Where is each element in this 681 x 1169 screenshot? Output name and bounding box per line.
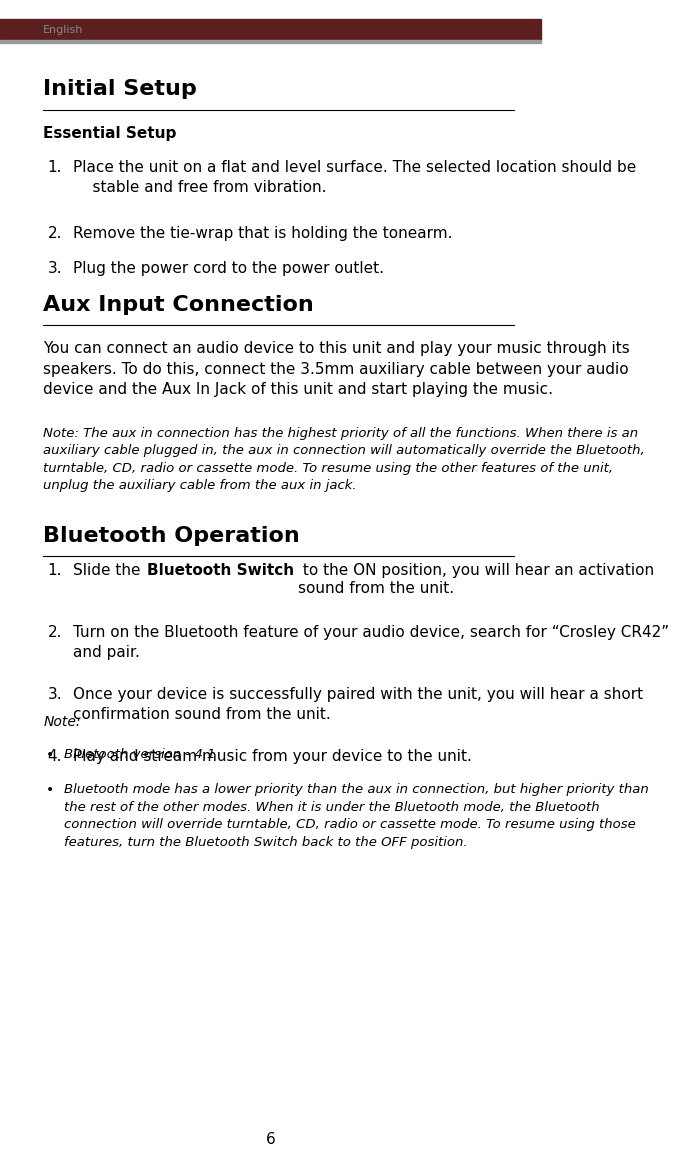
Text: Bluetooth mode has a lower priority than the aux in connection, but higher prior: Bluetooth mode has a lower priority than… xyxy=(64,783,648,849)
Text: You can connect an audio device to this unit and play your music through its
spe: You can connect an audio device to this … xyxy=(44,341,630,397)
Text: Initial Setup: Initial Setup xyxy=(44,79,197,99)
Text: Place the unit on a flat and level surface. The selected location should be
    : Place the unit on a flat and level surfa… xyxy=(73,160,636,195)
Text: 3.: 3. xyxy=(48,687,62,703)
Text: Aux Input Connection: Aux Input Connection xyxy=(44,295,314,314)
Text: Note: The aux in connection has the highest priority of all the functions. When : Note: The aux in connection has the high… xyxy=(44,427,645,492)
Text: 4.: 4. xyxy=(48,749,62,765)
Text: 3.: 3. xyxy=(48,261,62,276)
Text: Plug the power cord to the power outlet.: Plug the power cord to the power outlet. xyxy=(73,261,384,276)
Text: Slide the: Slide the xyxy=(73,563,146,579)
Text: Essential Setup: Essential Setup xyxy=(44,126,176,141)
Text: 1.: 1. xyxy=(48,563,62,579)
Bar xyxy=(0,40,541,43)
Text: Note:: Note: xyxy=(44,715,81,729)
Text: Turn on the Bluetooth feature of your audio device, search for “Crosley CR42”
an: Turn on the Bluetooth feature of your au… xyxy=(73,625,669,660)
Text: Once your device is successfully paired with the unit, you will hear a short
con: Once your device is successfully paired … xyxy=(73,687,644,722)
Text: 1.: 1. xyxy=(48,160,62,175)
Text: Remove the tie-wrap that is holding the tonearm.: Remove the tie-wrap that is holding the … xyxy=(73,226,453,241)
Text: English: English xyxy=(44,26,84,35)
Text: Bluetooth version - 4.1: Bluetooth version - 4.1 xyxy=(64,748,215,761)
Text: •: • xyxy=(46,783,54,797)
Bar xyxy=(0,19,541,40)
Text: 6: 6 xyxy=(266,1133,276,1147)
Text: •: • xyxy=(46,748,54,762)
Text: Bluetooth Operation: Bluetooth Operation xyxy=(44,526,300,546)
Text: 2.: 2. xyxy=(48,625,62,641)
Text: 2.: 2. xyxy=(48,226,62,241)
Text: Bluetooth Switch: Bluetooth Switch xyxy=(147,563,294,579)
Text: to the ON position, you will hear an activation
sound from the unit.: to the ON position, you will hear an act… xyxy=(298,563,654,596)
Text: Play and stream music from your device to the unit.: Play and stream music from your device t… xyxy=(73,749,472,765)
